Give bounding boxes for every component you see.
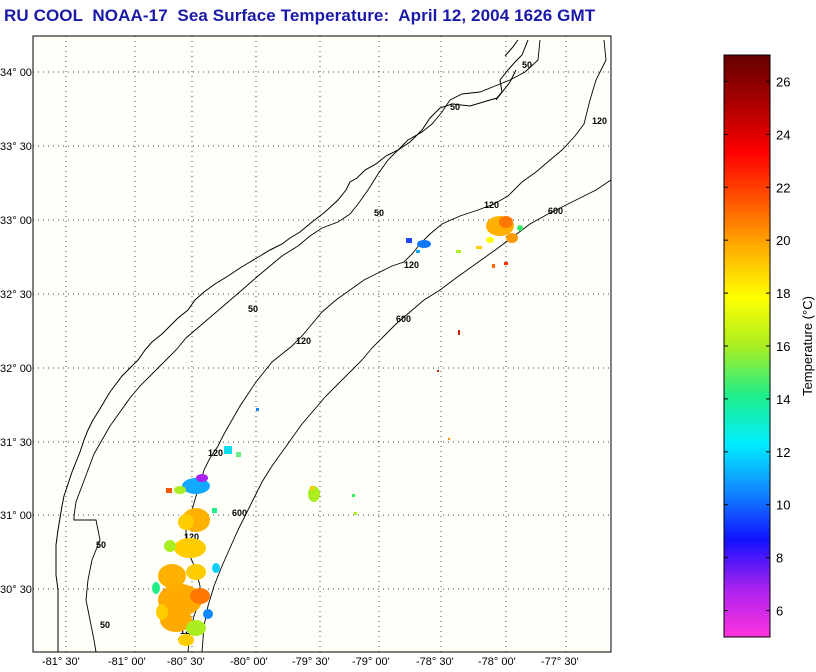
contour-label-50: 50 <box>522 60 532 70</box>
contour-label-600: 600 <box>232 508 247 518</box>
colorbar-tick-label: 8 <box>776 551 783 566</box>
lat-label: 31° 00' <box>0 510 34 522</box>
contour-label-600: 600 <box>548 206 563 216</box>
lon-label: -78° 30' <box>416 656 454 668</box>
contour-label-120: 120 <box>208 448 223 458</box>
contour-label-50: 50 <box>248 304 258 314</box>
contour-label-120: 120 <box>184 532 199 542</box>
colorbar-tick-label: 22 <box>776 180 790 195</box>
contour-label-50: 50 <box>96 540 106 550</box>
contour-label-120: 120 <box>484 200 499 210</box>
colorbar-tick-label: 12 <box>776 445 790 460</box>
colorbar-tick-label: 18 <box>776 286 790 301</box>
colorbar-tick-label: 20 <box>776 233 790 248</box>
contour-600m <box>201 179 612 653</box>
contour-label-120: 120 <box>592 116 607 126</box>
colorbar-tick-label: 24 <box>776 127 790 142</box>
colorbar-label: Temperature (°C) <box>800 296 815 396</box>
lat-label: 32° 00' <box>0 363 34 375</box>
lon-label: -77° 30' <box>541 656 579 668</box>
map-frame <box>32 35 612 653</box>
lon-label: -79° 30' <box>292 656 330 668</box>
colorbar-tick-label: 16 <box>776 339 790 354</box>
lat-label: 33° 00' <box>0 215 34 227</box>
colorbar-ticks: 26 24 22 20 18 16 14 12 10 8 6 <box>724 74 790 619</box>
lat-label: 30° 30' <box>0 584 34 596</box>
contour-label-50: 50 <box>100 620 110 630</box>
lat-label: 33° 30' <box>0 141 34 153</box>
colorbar-tick-label: 14 <box>776 392 790 407</box>
lon-label: -80° 30' <box>167 656 205 668</box>
contour-label-600: 600 <box>396 314 411 324</box>
coastline-detail <box>495 39 519 101</box>
contour-label-50: 50 <box>450 102 460 112</box>
contour-label-120: 120 <box>404 260 419 270</box>
lon-label: -79° 00' <box>352 656 390 668</box>
lon-label: -81° 30' <box>42 656 80 668</box>
contour-50m <box>73 39 541 653</box>
colorbar-tick-label: 10 <box>776 498 790 513</box>
colorbar-tick-label: 26 <box>776 74 790 89</box>
coastline <box>55 39 529 652</box>
lon-tick-labels: -81° 30' -81° 00' -80° 30' -80° 00' -79°… <box>42 656 579 668</box>
contour-label-50: 50 <box>374 208 384 218</box>
lat-tick-labels: 34° 00' 33° 30' 33° 00' 32° 30' 32° 00' … <box>0 67 34 596</box>
lat-label: 34° 00' <box>0 67 34 79</box>
colorbar-tick-label: 6 <box>776 604 783 619</box>
lon-label: -80° 00' <box>230 656 268 668</box>
colorbar <box>723 54 771 638</box>
lat-label: 31° 30' <box>0 437 34 449</box>
lon-label: -81° 00' <box>108 656 146 668</box>
contour-label-120: 120 <box>296 336 311 346</box>
lat-label: 32° 30' <box>0 289 34 301</box>
lon-label: -78° 00' <box>478 656 516 668</box>
sst-data-patches <box>152 216 523 646</box>
map-title: RU COOL NOAA-17 Sea Surface Temperature:… <box>4 6 596 25</box>
